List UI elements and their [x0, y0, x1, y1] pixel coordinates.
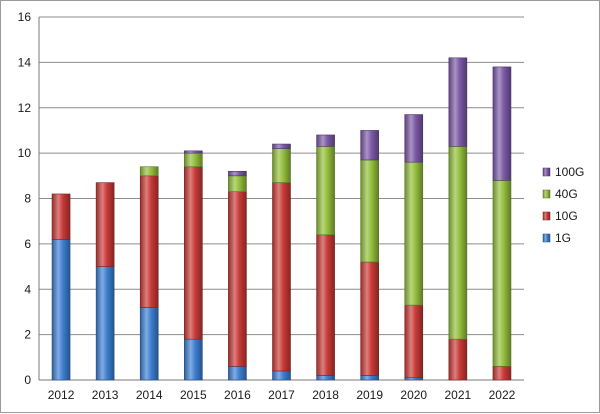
bar-2016-10g — [228, 191, 247, 367]
bar-2018-40g — [316, 146, 335, 236]
bar-2020-100g — [404, 114, 424, 163]
y-tick-label-14: 14 — [18, 55, 32, 69]
x-tick-label-2022: 2022 — [489, 388, 516, 402]
bar-2021-10g — [448, 338, 468, 381]
bar-2020-10g — [404, 304, 424, 379]
legend-label-100g: 100G — [555, 165, 584, 179]
bar-2018-1g — [316, 375, 335, 381]
x-tick-label-2012: 2012 — [48, 388, 75, 402]
x-tick-label-2015: 2015 — [180, 388, 207, 402]
x-tick-label-2018: 2018 — [312, 388, 339, 402]
bar-2012-10g — [51, 193, 71, 240]
bar-2020-1g — [404, 377, 424, 381]
bar-2022-10g — [492, 366, 512, 381]
bar-2021-40g — [448, 146, 468, 340]
x-tick-label-2013: 2013 — [92, 388, 119, 402]
legend-swatch-1g — [542, 233, 551, 243]
bar-2013-1g — [95, 266, 115, 381]
x-tick-label-2021: 2021 — [445, 388, 472, 402]
legend-label-10g: 10G — [555, 209, 578, 223]
y-tick-label-8: 8 — [24, 192, 31, 206]
legend-swatch-10g — [542, 211, 551, 221]
y-tick-label-6: 6 — [24, 237, 31, 251]
bar-2016-100g — [228, 170, 247, 177]
legend-swatch-40g — [542, 189, 551, 199]
bar-2019-100g — [360, 130, 379, 161]
x-tick-label-2017: 2017 — [268, 388, 295, 402]
y-tick-label-2: 2 — [24, 328, 31, 342]
bar-2014-10g — [139, 175, 159, 308]
legend-label-40g: 40G — [555, 187, 578, 201]
bar-2017-40g — [272, 148, 291, 183]
bar-2019-1g — [360, 375, 379, 381]
x-tick-label-2019: 2019 — [356, 388, 383, 402]
x-tick-label-2014: 2014 — [136, 388, 163, 402]
bar-2018-100g — [316, 134, 335, 147]
legend-label-1g: 1G — [555, 231, 571, 245]
bar-2015-1g — [184, 338, 203, 381]
y-tick-label-4: 4 — [24, 282, 31, 296]
y-tick-label-10: 10 — [18, 146, 32, 160]
x-tick-label-2016: 2016 — [224, 388, 251, 402]
y-tick-label-16: 16 — [18, 10, 32, 24]
bar-2019-10g — [360, 261, 379, 376]
bar-2014-40g — [139, 166, 159, 177]
bar-2016-40g — [228, 175, 247, 192]
legend: 100G 40G 10G 1G — [542, 165, 584, 245]
y-tick-labels: 0 2 4 6 8 10 12 14 16 — [18, 10, 32, 387]
y-tick-label-12: 12 — [18, 101, 32, 115]
bar-2015-10g — [184, 166, 203, 340]
bar-2015-100g — [184, 150, 203, 154]
bar-2022-40g — [492, 180, 512, 367]
bar-2017-1g — [272, 370, 291, 381]
bar-2020-40g — [404, 161, 424, 306]
bar-2017-10g — [272, 182, 291, 372]
bar-2019-40g — [360, 159, 379, 263]
x-tick-label-2020: 2020 — [400, 388, 427, 402]
bars — [51, 57, 512, 381]
bar-2021-100g — [448, 57, 468, 147]
bar-2013-10g — [95, 182, 115, 267]
x-tick-labels: 2012 2013 2014 2015 2016 2017 2018 2019 2020 2021… — [48, 388, 516, 402]
bar-2022-100g — [492, 66, 512, 181]
bar-2017-100g — [272, 143, 291, 149]
bar-2015-40g — [184, 152, 203, 168]
y-tick-label-0: 0 — [24, 373, 31, 387]
bar-2012-1g — [51, 239, 71, 381]
legend-swatch-100g — [542, 167, 551, 177]
bar-2018-10g — [316, 234, 335, 376]
bar-2016-1g — [228, 366, 247, 381]
bar-2014-1g — [139, 307, 159, 381]
